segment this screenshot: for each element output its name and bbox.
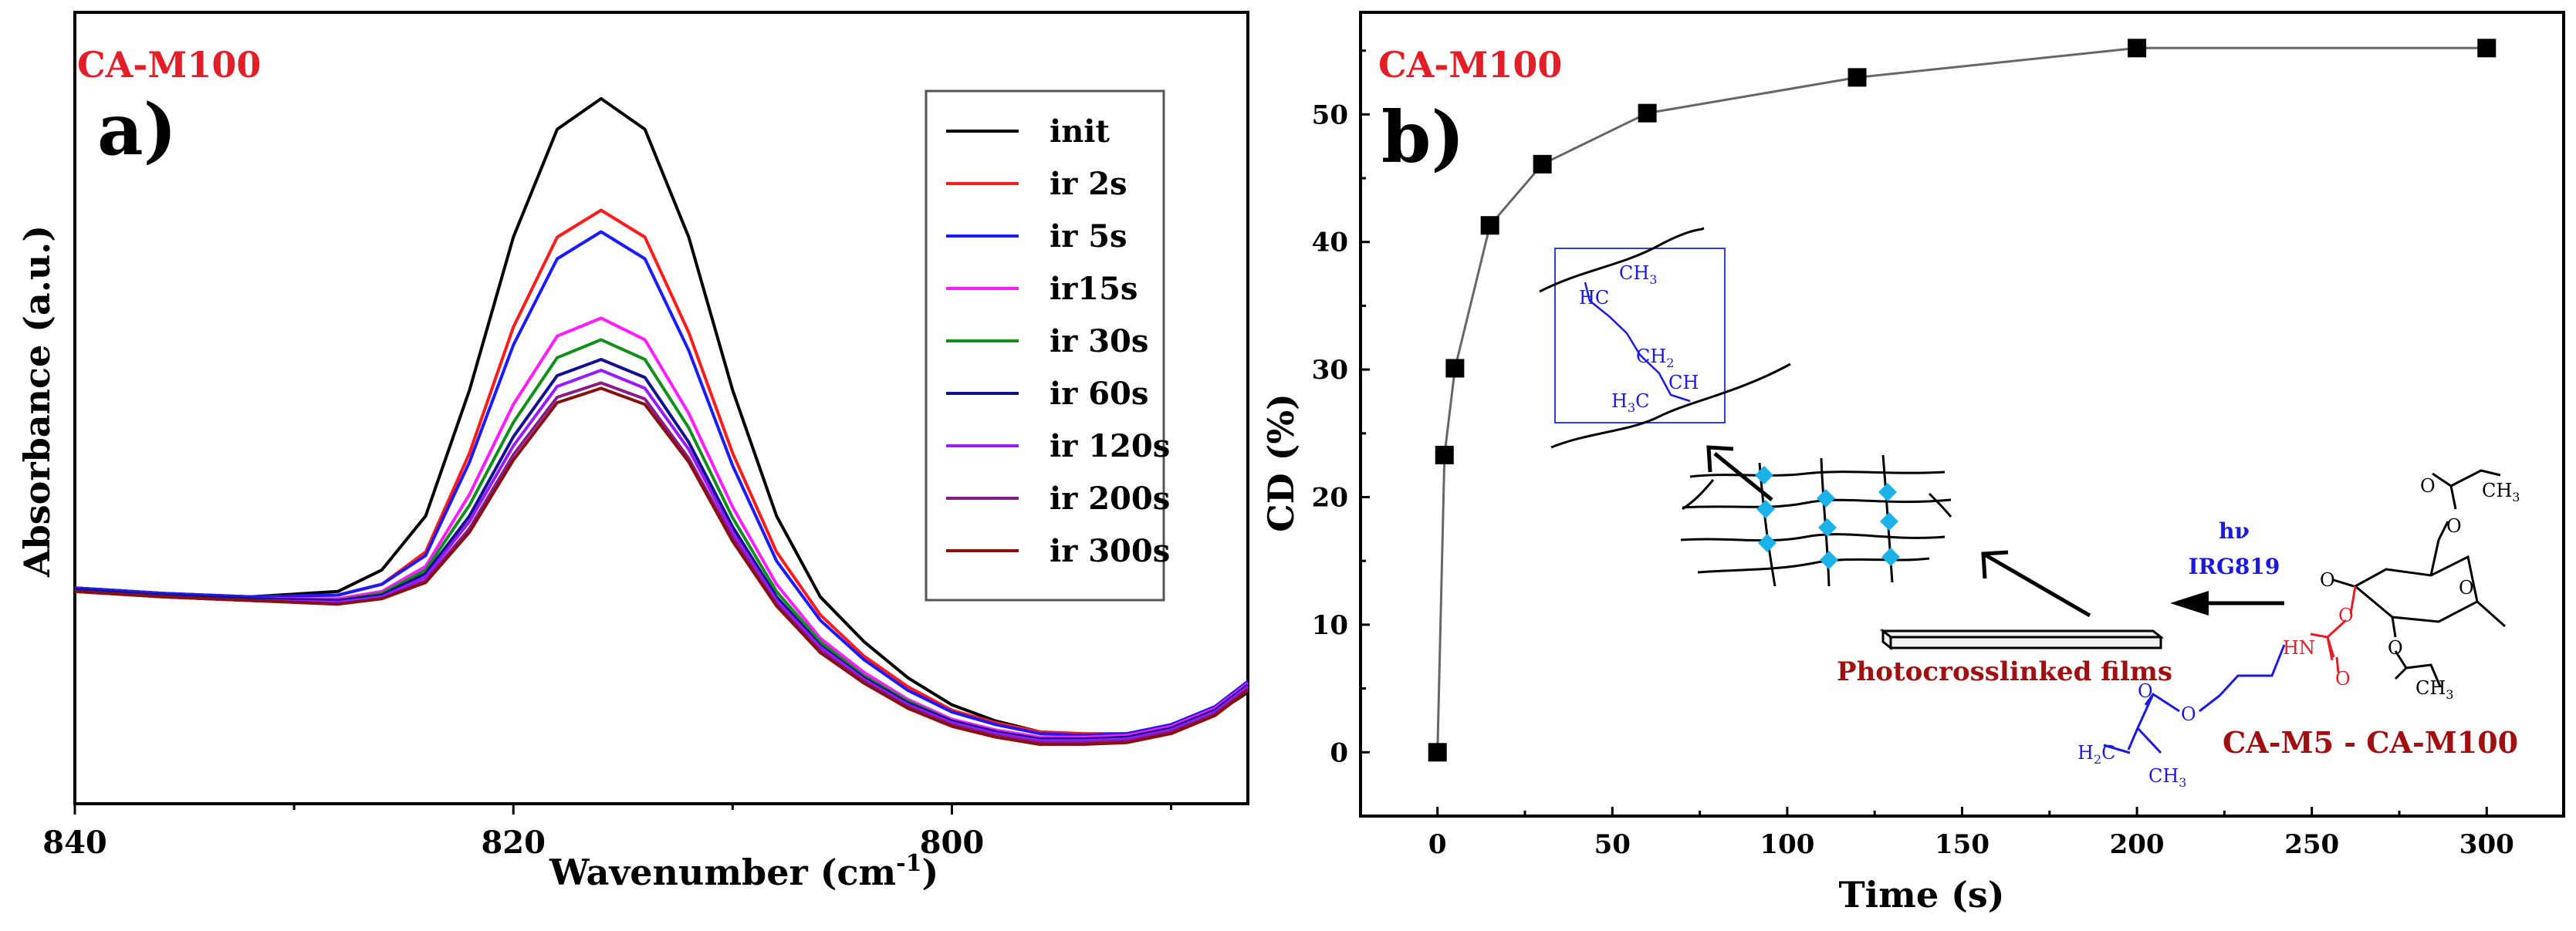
panel-a-x-axis-label: Wavenumber (cm-1) — [549, 850, 938, 893]
panel-b-x-tick-label: 250 — [2284, 829, 2339, 860]
film-slab — [1879, 628, 2165, 651]
panel-a-legend-entry: ir 2s — [1050, 166, 1127, 202]
crosslink-inset: CH3 HC CH2 CH H3C — [1539, 227, 1791, 449]
panel-a-legend-entry: ir 60s — [1050, 376, 1148, 412]
inset-strand-bottom — [1550, 363, 1791, 449]
panel-b-data-point — [1435, 445, 1454, 464]
panel-b-x-tick-label: 150 — [1935, 829, 1989, 860]
monomer-label: CA-M5 - CA-M100 — [2223, 725, 2518, 760]
panel-a-y-axis-label: Absorbance (a.u.) — [16, 225, 58, 578]
inset-h3c: H3C — [1611, 390, 1650, 415]
hv-reaction-arrow — [2170, 591, 2284, 616]
panel-a-series-line — [74, 386, 1249, 746]
panel-a-x-axis-label-close: ) — [921, 852, 938, 893]
panel-b-x-tick-label: 300 — [2459, 829, 2514, 860]
panel-b-label: b) — [1381, 96, 1465, 179]
panel-b-x-tick-label: 50 — [1594, 829, 1631, 860]
inset-ch2: CH2 — [1636, 346, 1674, 370]
panel-b-plot-frame — [1359, 11, 2565, 818]
panel-a-legend-entry: ir15s — [1050, 271, 1138, 307]
initiator-label: IRG819 — [2189, 554, 2280, 579]
panel-a-legend-entry: ir 30s — [1050, 323, 1148, 359]
panel-a-label: a) — [97, 88, 177, 171]
atom-o-blue: O — [2138, 680, 2153, 702]
inset-ch: CH — [1668, 372, 1699, 393]
panel-a-legend-entry: ir 300s — [1050, 533, 1170, 569]
inset-frame — [1554, 248, 1726, 423]
panel-a-x-tick-label: 800 — [920, 825, 985, 861]
panel-b-series — [1428, 39, 2497, 762]
panel-a-series-line — [74, 358, 1249, 741]
panel-b-x-tick-label: 100 — [1760, 829, 1814, 860]
panel-a-x-tick-label: 820 — [481, 825, 546, 861]
panel-b-data-point — [1480, 216, 1499, 235]
panel-b-title: CA-M100 — [1378, 44, 1562, 86]
panel-a-x-axis-label-sup: -1 — [896, 850, 921, 877]
panel-a-absorbance-chart: 840 820 800 CA-M100 a) init ir 2s ir 5s ir15s… — [16, 11, 1249, 893]
atom-o-top: O — [2420, 475, 2436, 497]
crosslink-points — [1755, 466, 1900, 569]
panel-b-y-tick-label: 40 — [1312, 228, 1348, 258]
panel-b-data-point — [2128, 39, 2147, 58]
inset-chain — [1584, 282, 1691, 403]
atom-o-ring: O — [2459, 577, 2474, 599]
panel-a-series-line — [74, 316, 1249, 739]
atom-hn: HN — [2283, 637, 2315, 659]
panel-a-legend-entry: ir 120s — [1050, 428, 1170, 464]
panel-b-data-point — [2477, 39, 2497, 58]
atom-h2c: H2C — [2077, 742, 2116, 767]
panel-a-legend-entry: ir 5s — [1050, 218, 1127, 255]
reaction-scheme: CH3 HC CH2 CH H3C — [1539, 227, 2520, 790]
panel-b-ticks: 0 50 100 150 200 250 300 0 10 20 30 40 50 — [1312, 49, 2514, 860]
panel-b-data-point — [1428, 743, 1447, 762]
panel-a-x-axis-label-main: Wavenumber (cm — [549, 852, 896, 893]
arrow-to-network — [1981, 550, 2091, 618]
monomer-atoms: O CH3 O O O O HN O O CH3 O O H2C CH3 — [2077, 475, 2520, 790]
atom-ch3-top: CH3 — [2482, 480, 2520, 504]
panel-a-x-ticks: 840 820 800 — [42, 804, 1173, 861]
atom-o-left: O — [2320, 569, 2335, 591]
film-label: Photocrosslinked films — [1837, 656, 2172, 687]
panel-b-y-tick-label: 20 — [1312, 483, 1348, 514]
panel-b-x-tick-label: 200 — [2110, 829, 2165, 860]
crosslinked-network — [1680, 454, 1952, 587]
atom-ch3-blue: CH3 — [2148, 765, 2186, 790]
panel-a-x-tick-label: 840 — [42, 825, 107, 861]
panel-b-x-tick-label: 0 — [1428, 829, 1447, 860]
panel-a-legend-entry: init — [1050, 113, 1110, 150]
atom-ch3-bottom: CH3 — [2415, 677, 2453, 702]
atom-o-ring-top: O — [2446, 515, 2462, 537]
monomer-structure — [2103, 469, 2506, 754]
panel-a-title: CA-M100 — [77, 44, 261, 86]
panel-b-data-point — [1638, 103, 1657, 123]
atom-o-ester: O — [2181, 703, 2196, 725]
panel-a-legend-frame — [925, 89, 1165, 602]
panel-b-data-point — [1847, 68, 1867, 87]
panel-b-cd-chart: 0 50 100 150 200 250 300 0 10 20 30 40 50 CA-M100 b)… — [1260, 11, 2565, 916]
panel-a-legend-entry: ir 200s — [1050, 481, 1170, 517]
panel-a-plot-frame — [73, 11, 1249, 805]
panel-a-legend: init ir 2s ir 5s ir15s ir 30s ir 60s ir 120s ir… — [946, 113, 1170, 569]
panel-b-data-point — [1445, 359, 1465, 378]
panel-b-x-axis-label: Time (s) — [1838, 874, 2004, 916]
inset-strand-top — [1539, 227, 1705, 293]
panel-b-y-tick-label: 30 — [1312, 355, 1348, 386]
panel-b-data-point — [1533, 154, 1552, 174]
atom-o-carbonyl: O — [2335, 668, 2351, 690]
atom-o-red: O — [2338, 605, 2354, 626]
panel-b-y-tick-label: 10 — [1312, 610, 1348, 641]
inset-hc: HC — [1579, 287, 1609, 309]
panel-a-series-line — [74, 369, 1249, 743]
panel-b-y-tick-label: 50 — [1312, 100, 1348, 130]
panel-a-series-line — [74, 230, 1249, 737]
inset-ch3-top: CH3 — [1619, 262, 1657, 287]
hv-label: hν — [2219, 518, 2250, 544]
atom-o-bottom: O — [2388, 637, 2403, 659]
panel-a-series-lines — [74, 96, 1249, 746]
panel-b-y-tick-label: 0 — [1330, 737, 1348, 768]
panel-b-y-axis-label: CD (%) — [1260, 393, 1302, 532]
